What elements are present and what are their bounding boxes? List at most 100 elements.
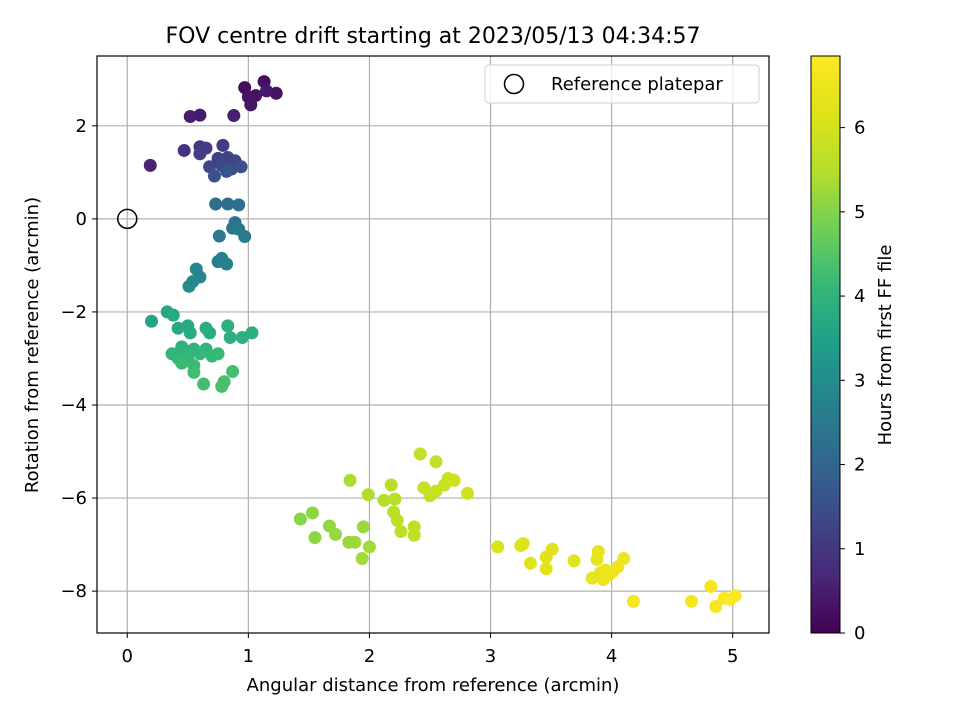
data-point	[709, 599, 723, 613]
data-points	[143, 75, 742, 613]
data-point	[223, 331, 237, 345]
data-point	[203, 326, 217, 340]
colorbar-tick-label: 6	[854, 118, 865, 139]
colorbar	[810, 55, 841, 634]
data-point	[220, 257, 234, 271]
colorbar-label: Hours from first FF file	[875, 245, 896, 446]
data-point	[209, 197, 223, 211]
data-point	[491, 540, 505, 554]
data-point	[232, 198, 246, 212]
data-point	[207, 169, 221, 183]
x-tick-label: 3	[485, 646, 496, 667]
x-axis-label: Angular distance from reference (arcmin)	[247, 675, 620, 696]
data-point	[193, 147, 207, 161]
x-tick-label: 5	[727, 646, 738, 667]
data-point	[388, 492, 402, 506]
data-point	[171, 321, 185, 335]
data-point	[175, 356, 189, 370]
data-point	[384, 478, 398, 492]
y-tick-label: 0	[76, 209, 87, 230]
x-tick-label: 1	[243, 646, 254, 667]
data-point	[215, 379, 229, 393]
y-tick-label: −2	[60, 302, 87, 323]
y-tick-label: −6	[60, 488, 87, 509]
colorbar-tick-label: 4	[854, 286, 865, 307]
y-tick-label: 2	[76, 116, 87, 137]
colorbar-ticks: 0 1 2 3 4 5 6	[840, 118, 865, 644]
data-point	[211, 347, 225, 361]
data-point	[516, 537, 530, 551]
chart-title: FOV centre drift starting at 2023/05/13 …	[166, 24, 701, 49]
grid-lines	[97, 56, 769, 633]
data-point	[226, 364, 240, 378]
data-point	[728, 589, 742, 603]
y-tick-label: −8	[60, 581, 87, 602]
data-point	[220, 164, 234, 178]
data-point	[144, 314, 158, 328]
data-point	[306, 506, 320, 520]
data-point	[429, 455, 443, 469]
data-point	[356, 520, 370, 534]
data-point	[244, 98, 258, 112]
plot-area-frame	[96, 55, 770, 634]
data-point	[390, 513, 404, 527]
colorbar-tick-label: 0	[854, 623, 865, 644]
data-point	[567, 554, 581, 568]
data-point	[413, 447, 427, 461]
data-point	[626, 594, 640, 608]
x-tick-label: 4	[606, 646, 617, 667]
data-point	[166, 308, 180, 322]
data-point	[293, 512, 307, 526]
data-point	[355, 552, 369, 566]
data-point	[221, 319, 235, 333]
x-axis-ticks: 0 1 2 3 4 5	[122, 633, 738, 667]
data-point	[308, 531, 322, 545]
legend-reference-marker	[503, 73, 525, 95]
data-point	[394, 525, 408, 539]
data-point	[221, 197, 235, 211]
legend: Reference platepar	[484, 64, 760, 104]
y-axis-ticks: −8 −6 −4 −2 0 2	[60, 116, 97, 602]
data-point	[407, 528, 421, 542]
data-point	[183, 326, 197, 340]
data-point	[539, 562, 553, 576]
data-point	[447, 473, 461, 487]
colorbar-tick-label: 5	[854, 202, 865, 223]
data-point	[361, 488, 375, 502]
data-point	[377, 493, 391, 507]
data-point	[343, 473, 357, 487]
data-point	[704, 579, 718, 593]
data-point	[235, 331, 249, 345]
data-point	[193, 347, 207, 361]
data-point	[234, 160, 248, 174]
x-tick-label: 2	[364, 646, 375, 667]
data-point	[523, 556, 537, 570]
data-point	[245, 326, 259, 340]
data-point	[197, 377, 211, 391]
data-point	[187, 365, 201, 379]
data-point	[545, 542, 559, 556]
data-point	[183, 109, 197, 123]
data-point	[143, 158, 157, 172]
data-point	[182, 279, 196, 293]
data-point	[461, 486, 475, 500]
data-point	[177, 143, 191, 157]
data-point	[260, 84, 274, 98]
data-point	[617, 552, 631, 566]
reference-marker-layer	[117, 208, 138, 230]
colorbar-tick-label: 2	[854, 455, 865, 476]
data-point	[685, 594, 699, 608]
data-point	[269, 86, 283, 100]
data-point	[362, 540, 376, 554]
data-point	[193, 108, 207, 122]
data-point	[329, 527, 343, 541]
data-point	[227, 109, 241, 123]
legend-entry-reference: Reference platepar	[551, 74, 723, 95]
colorbar-tick-label: 1	[854, 539, 865, 560]
data-point	[591, 545, 605, 559]
reference-platepar-marker	[117, 208, 138, 230]
x-tick-label: 0	[122, 646, 133, 667]
legend-box	[484, 64, 760, 104]
colorbar-tick-label: 3	[854, 370, 865, 391]
